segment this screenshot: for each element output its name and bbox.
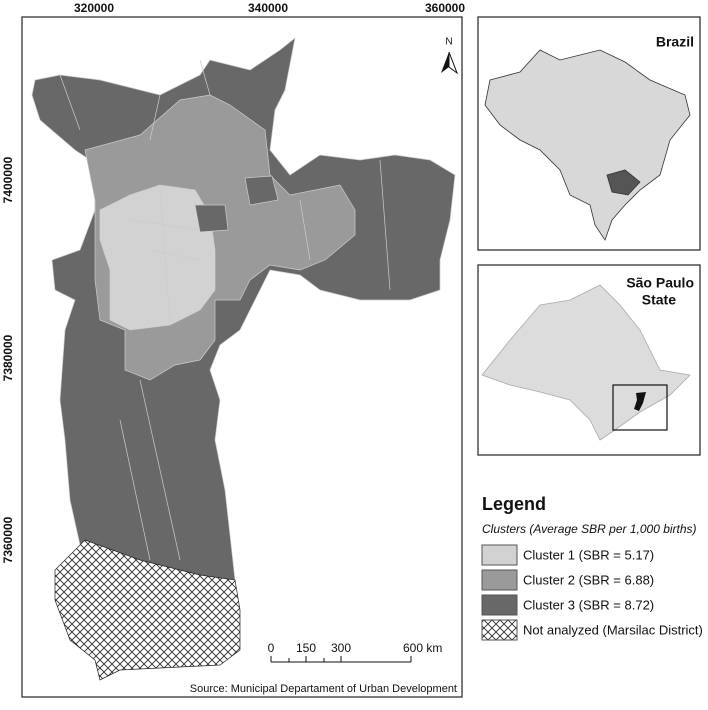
scale-label: 150 [296,641,316,655]
sao-paulo-state [606,169,641,196]
y-coordinate: 7380000 [1,334,15,381]
city-map [31,37,456,681]
inset-title: São Paulo [626,275,694,291]
legend-item: Not analyzed (Marsilac District) [523,622,703,637]
x-coordinate: 340000 [248,1,288,15]
city-locator [634,392,646,411]
city-locator-box [612,384,668,431]
north-arrow [441,52,449,73]
inset-title: Brazil [656,34,694,50]
scale-label: 0 [268,641,275,655]
legend-item: Cluster 3 (SBR = 8.72) [523,597,654,612]
scale-label: 600 km [403,641,442,655]
not-analyzed-region [54,539,241,681]
legend-swatch [481,594,518,616]
legend-swatch [481,619,518,641]
legend-subtitle: Clusters (Average SBR per 1,000 births) [482,522,697,536]
scale-label: 300 [331,641,351,655]
x-coordinate: 320000 [74,1,114,15]
legend-item: Cluster 1 (SBR = 5.17) [523,547,654,562]
inset-title: State [642,292,676,308]
y-coordinate: 7400000 [1,156,15,203]
district-lines [59,59,391,561]
y-coordinate: 7360000 [1,516,15,563]
legend-title: Legend [482,494,546,514]
legend-item: Cluster 2 (SBR = 6.88) [523,572,654,587]
scale-bar [270,656,412,663]
cluster-1-region [99,184,216,331]
x-coordinate: 360000 [425,1,465,15]
brazil-map [484,49,691,241]
north-label: N [445,37,452,48]
source-note: Source: Municipal Departament of Urban D… [190,683,457,695]
north-arrow [448,51,459,75]
cluster-3-region [194,175,279,233]
legend-swatch [481,569,518,591]
legend-swatch [481,544,518,566]
